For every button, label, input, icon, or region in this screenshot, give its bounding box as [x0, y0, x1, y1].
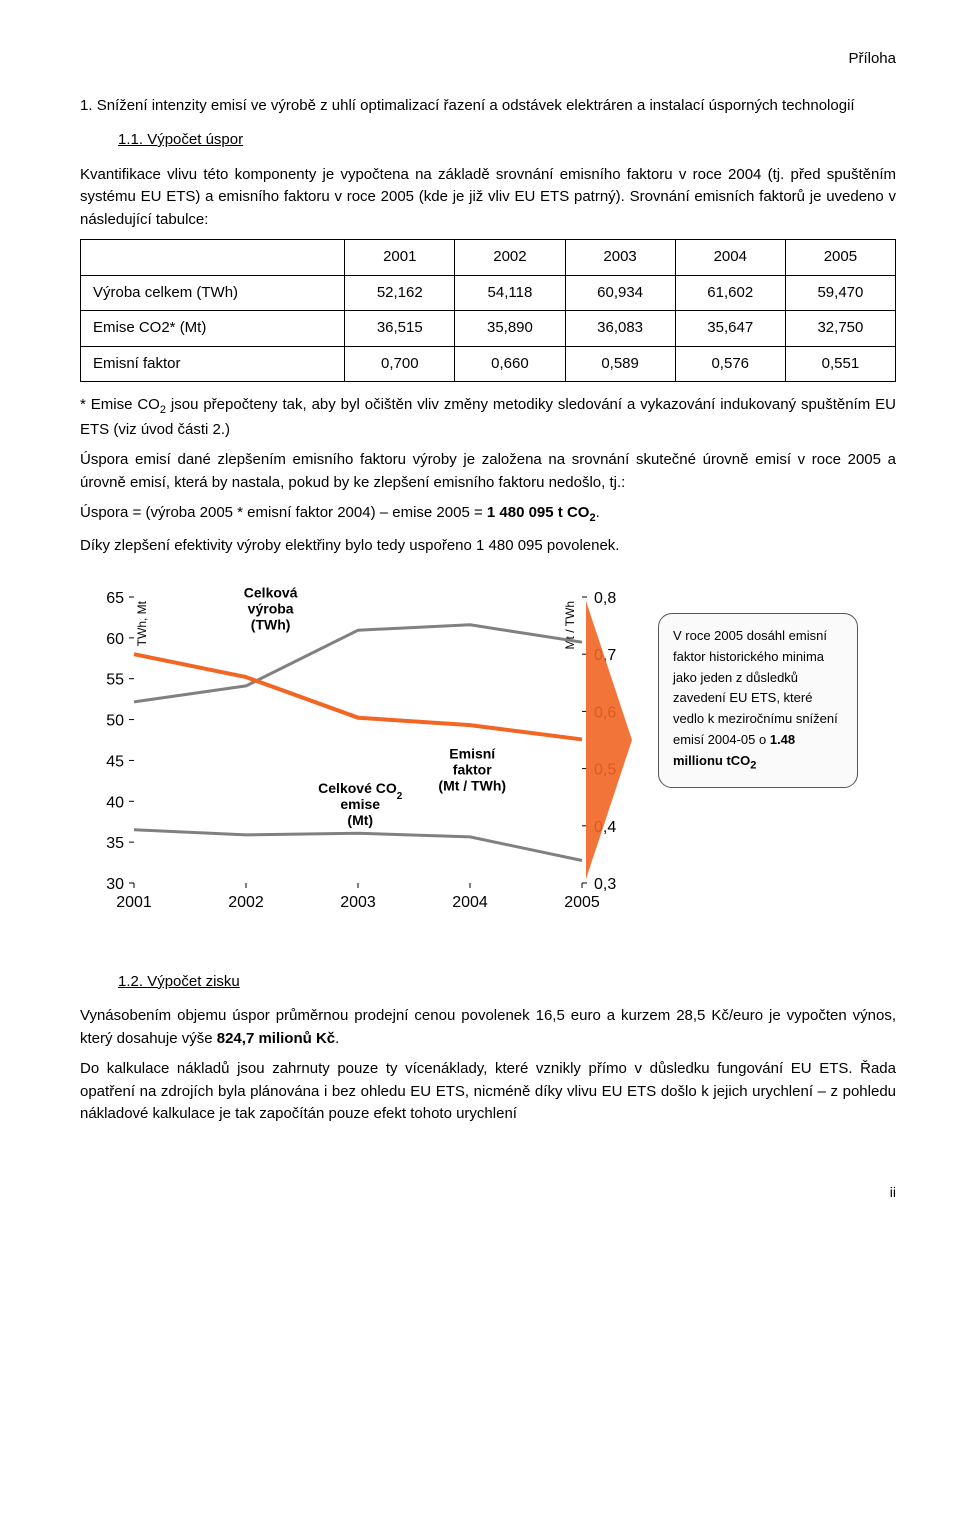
s12-p2: Do kalkulace nákladů jsou zahrnuty pouze…	[80, 1058, 896, 1126]
p4: Díky zlepšení efektivity výroby elektřin…	[80, 535, 896, 558]
table-cell: 0,576	[675, 346, 785, 382]
svg-text:2003: 2003	[340, 894, 376, 911]
table-cell: 0,700	[345, 346, 455, 382]
table-row-label: Emisní faktor	[81, 346, 345, 382]
svg-text:emise: emise	[340, 796, 380, 812]
sub11: 1.1. Výpočet úspor	[118, 129, 896, 152]
table-cell: 0,551	[785, 346, 895, 382]
s12-p1c: .	[335, 1030, 339, 1047]
table-cell: 61,602	[675, 275, 785, 311]
th-2002: 2002	[455, 240, 565, 276]
table-cell: 59,470	[785, 275, 895, 311]
svg-text:2001: 2001	[116, 894, 152, 911]
comparison-table: 2001 2002 2003 2004 2005 Výroba celkem (…	[80, 239, 896, 382]
svg-text:55: 55	[106, 672, 124, 689]
svg-text:(TWh): (TWh)	[251, 617, 291, 633]
svg-text:30: 30	[106, 876, 124, 893]
table-cell: 36,515	[345, 311, 455, 347]
table-row-label: Výroba celkem (TWh)	[81, 275, 345, 311]
svg-text:(Mt / TWh): (Mt / TWh)	[438, 777, 506, 793]
svg-text:0,8: 0,8	[594, 590, 616, 607]
line-chart: 30354045505560650,30,40,50,60,70,8200120…	[80, 585, 640, 933]
sub11-num: 1.1.	[118, 131, 143, 148]
sub11-title: Výpočet úspor	[147, 131, 243, 148]
svg-text:výroba: výroba	[248, 601, 294, 617]
th-2001: 2001	[345, 240, 455, 276]
svg-text:40: 40	[106, 794, 124, 811]
svg-text:2002: 2002	[228, 894, 264, 911]
table-cell: 35,890	[455, 311, 565, 347]
section1-heading: 1. Snížení intenzity emisí ve výrobě z u…	[80, 95, 896, 118]
annex-label: Příloha	[80, 48, 896, 71]
svg-text:2004: 2004	[452, 894, 488, 911]
table-cell: 54,118	[455, 275, 565, 311]
table-cell: 60,934	[565, 275, 675, 311]
sub12-title: Výpočet zisku	[147, 973, 240, 990]
table-cell: 0,589	[565, 346, 675, 382]
footnote-a: * Emise CO	[80, 396, 160, 413]
th-2003: 2003	[565, 240, 675, 276]
callout-sub: 2	[750, 759, 756, 771]
th-empty	[81, 240, 345, 276]
th-2004: 2004	[675, 240, 785, 276]
callout-text: V roce 2005 dosáhl emisní faktor histori…	[673, 628, 838, 747]
sub12-num: 1.2.	[118, 973, 143, 990]
table-cell: 36,083	[565, 311, 675, 347]
sub12: 1.2. Výpočet zisku	[118, 971, 896, 994]
svg-text:60: 60	[106, 631, 124, 648]
p3a: Úspora = (výroba 2005 * emisní faktor 20…	[80, 504, 487, 521]
svg-text:faktor: faktor	[453, 761, 492, 777]
s12-p1a: Vynásobením objemu úspor průměrnou prode…	[80, 1007, 896, 1047]
section1-num: 1.	[80, 97, 93, 114]
svg-text:Emisní: Emisní	[449, 745, 496, 761]
table-row-label: Emise CO2* (Mt)	[81, 311, 345, 347]
svg-text:2005: 2005	[564, 894, 600, 911]
svg-text:Celková: Celková	[244, 585, 298, 601]
chart-callout: V roce 2005 dosáhl emisní faktor histori…	[658, 613, 858, 788]
table-cell: 0,660	[455, 346, 565, 382]
footnote-b: jsou přepočteny tak, aby byl očištěn vli…	[80, 396, 896, 438]
svg-text:65: 65	[106, 590, 124, 607]
svg-text:(Mt): (Mt)	[347, 812, 373, 828]
p3b: 1 480 095 t CO	[487, 504, 590, 521]
p1a: Kvantifikace vlivu této komponenty je vy…	[80, 164, 896, 232]
s12-p1b: 824,7 milionů Kč	[217, 1030, 335, 1047]
svg-text:0,3: 0,3	[594, 876, 616, 893]
svg-text:45: 45	[106, 753, 124, 770]
th-2005: 2005	[785, 240, 895, 276]
svg-text:50: 50	[106, 713, 124, 730]
p3: Úspora = (výroba 2005 * emisní faktor 20…	[80, 502, 896, 527]
table-footnote: * Emise CO2 jsou přepočteny tak, aby byl…	[80, 394, 896, 441]
p2: Úspora emisí dané zlepšením emisního fak…	[80, 449, 896, 494]
table-cell: 35,647	[675, 311, 785, 347]
s12-p1: Vynásobením objemu úspor průměrnou prode…	[80, 1005, 896, 1050]
page-number: ii	[80, 1182, 896, 1203]
p3c: .	[596, 504, 600, 521]
svg-text:TWh, Mt: TWh, Mt	[135, 600, 149, 646]
table-cell: 32,750	[785, 311, 895, 347]
table-cell: 52,162	[345, 275, 455, 311]
svg-text:35: 35	[106, 835, 124, 852]
section1-title: Snížení intenzity emisí ve výrobě z uhlí…	[97, 97, 855, 114]
